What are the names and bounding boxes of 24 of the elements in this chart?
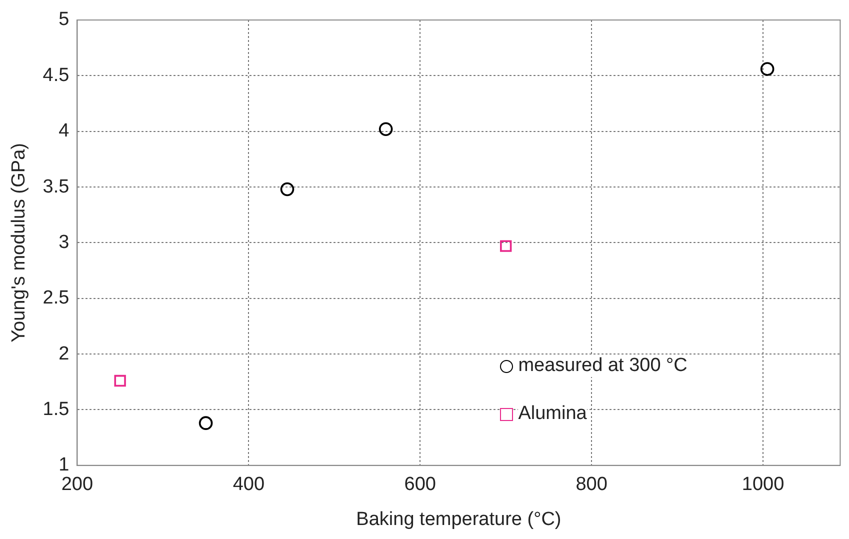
point bbox=[198, 416, 213, 430]
legend-label: measured at 300 °C bbox=[518, 355, 688, 378]
x-axis-title: Baking temperature (°C) bbox=[356, 508, 562, 530]
y-axis-title: Young's modulus (GPa) bbox=[8, 143, 30, 342]
y-tick-label: 1 bbox=[58, 454, 70, 476]
x-tick-label: 400 bbox=[232, 474, 265, 496]
y-tick-label: 5 bbox=[58, 9, 70, 30]
y-tick-label: 3.5 bbox=[42, 176, 70, 198]
legend-label: Alumina bbox=[518, 403, 587, 426]
x-tick-label: 1000 bbox=[742, 474, 784, 496]
y-tick-label: 2.5 bbox=[42, 288, 70, 309]
y-tick-label: 1.5 bbox=[42, 398, 70, 420]
point bbox=[760, 62, 774, 76]
point bbox=[114, 374, 126, 387]
x-tick-label: 800 bbox=[576, 474, 608, 496]
x-tick-label: 200 bbox=[61, 474, 94, 496]
y-tick-label: 2 bbox=[58, 343, 70, 364]
x-tick-label: 600 bbox=[404, 474, 436, 496]
y-tick-label: 3 bbox=[58, 232, 70, 253]
y-tick-label: 4.5 bbox=[42, 64, 70, 86]
point bbox=[500, 240, 512, 252]
y-tick-label: 4 bbox=[58, 120, 70, 142]
point bbox=[378, 122, 393, 136]
point bbox=[280, 182, 294, 196]
